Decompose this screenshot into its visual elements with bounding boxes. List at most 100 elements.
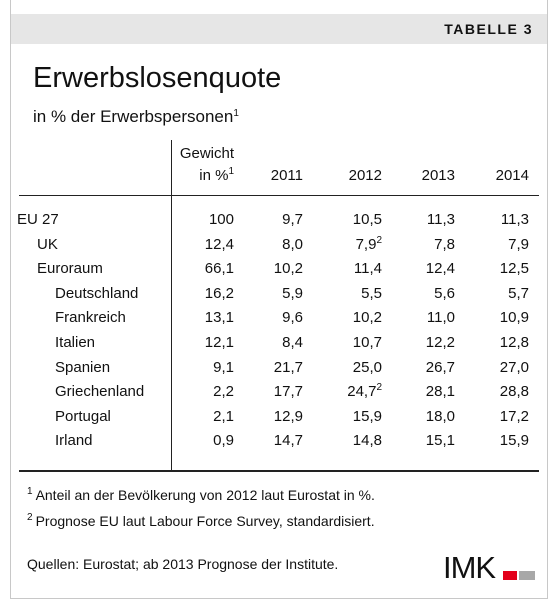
table-cell: 9,1: [213, 359, 234, 376]
table-cell: 15,9: [500, 432, 529, 449]
row-label: Irland: [55, 432, 93, 450]
cell-text: 14,8: [352, 432, 382, 450]
column-header: Gewicht: [179, 145, 234, 162]
row-label: Italien: [55, 334, 96, 351]
table-cell: 16,2: [205, 285, 234, 302]
table-cell: 17,2: [500, 408, 529, 425]
cell-text: 5,9: [282, 284, 303, 302]
cell-text: 10,2: [352, 309, 382, 327]
header-rule: [19, 195, 539, 196]
column-header-text: 2011: [270, 167, 303, 184]
column-header-text: 2012: [348, 167, 382, 184]
column-header: 2011: [271, 167, 303, 184]
row-label: Euroraum: [37, 260, 103, 278]
table-cell: 10,7: [353, 334, 382, 351]
cell-text: 12,1: [204, 334, 234, 351]
cell-text: 12,8: [499, 334, 529, 351]
subtitle: in % der Erwerbspersonen1: [33, 107, 239, 127]
footnote: 2 Prognose EU laut Labour Force Survey, s…: [27, 513, 375, 530]
cell-text: 10,7: [352, 334, 382, 351]
table-cell: 5,6: [434, 285, 455, 302]
cell-text: 9,7: [282, 211, 303, 228]
footnote-ref: 2: [376, 234, 382, 246]
table-cell: 100: [209, 211, 234, 228]
column-header: in %1: [199, 166, 234, 185]
table-cell: 10,5: [353, 211, 382, 228]
row-label: Portugal: [55, 407, 111, 425]
cell-text: 17,7: [273, 383, 303, 401]
cell-text: 9,6: [282, 309, 303, 327]
footnote-mark: 1: [27, 486, 33, 497]
column-header-text: 2013: [421, 167, 455, 184]
table-cell: 12,1: [205, 334, 234, 351]
table-cell: 5,9: [282, 285, 303, 302]
table-cell: 12,4: [205, 236, 234, 253]
cell-text: 28,8: [499, 383, 529, 401]
table-cell: 2,2: [213, 383, 234, 400]
cell-text: 16,2: [204, 284, 234, 302]
table-cell: 8,4: [282, 334, 303, 351]
cell-text: 27,0: [499, 358, 529, 376]
footnote-ref: 1: [228, 166, 234, 177]
table-cell: 10,2: [353, 309, 382, 326]
row-label: Spanien: [55, 358, 111, 376]
cell-text: 2,1: [213, 407, 234, 425]
cell-text: 9,1: [213, 358, 234, 376]
table-cell: 7,9: [508, 236, 529, 253]
table-cell: 14,8: [353, 432, 382, 449]
header-band: [11, 14, 547, 44]
footnote-text: Anteil an der Bevölkerung von 2012 laut …: [35, 487, 375, 503]
cell-text: 17,2: [499, 407, 529, 425]
cell-text: 12,9: [273, 407, 303, 425]
table-cell: 7,8: [434, 236, 455, 253]
table-label: TABELLE 3: [444, 21, 533, 37]
table-cell: 10,9: [500, 309, 529, 326]
cell-text: 5,7: [508, 284, 529, 302]
cell-text: 5,6: [434, 284, 455, 302]
table-cell: 66,1: [205, 260, 234, 277]
column-header-text: in %: [199, 167, 229, 184]
cell-text: 15,1: [425, 432, 455, 450]
cell-text: 10,5: [352, 211, 382, 228]
table-cell: 28,8: [500, 383, 529, 400]
cell-text: 8,4: [282, 334, 303, 351]
table-cell: 17,7: [274, 383, 303, 400]
table-cell: 11,0: [427, 309, 455, 326]
table-cell: 5,5: [361, 285, 382, 302]
table-cell: 12,2: [426, 334, 455, 351]
cell-text: 18,0: [425, 407, 455, 425]
footnote: 1 Anteil an der Bevölkerung von 2012 laut…: [27, 486, 375, 504]
table-cell: 8,0: [282, 236, 303, 253]
footnote-ref: 2: [376, 382, 382, 394]
table-cell: 21,7: [274, 359, 303, 376]
cell-text: 10,9: [499, 309, 529, 327]
logo: IMK: [443, 550, 496, 585]
table-cell: 24,72: [347, 382, 382, 401]
cell-text: 24,7: [347, 383, 377, 401]
cell-text: 25,0: [352, 358, 382, 376]
cell-text: 66,1: [204, 260, 234, 278]
table-cell: 7,92: [356, 234, 382, 253]
cell-text: 11,3: [500, 211, 529, 228]
table-cell: 12,8: [500, 334, 529, 351]
cell-text: 100: [208, 211, 234, 228]
cell-text: 0,9: [213, 432, 234, 450]
cell-text: 11,0: [426, 309, 455, 327]
column-header: 2013: [422, 167, 455, 184]
cell-text: 15,9: [352, 407, 382, 425]
table-cell: 0,9: [213, 432, 234, 449]
subtitle-text: in % der Erwerbspersonen: [33, 107, 234, 126]
row-label: Deutschland: [55, 284, 139, 302]
cell-text: 7,9: [508, 235, 529, 253]
table-cell: 12,9: [274, 408, 303, 425]
cell-text: 13,1: [204, 309, 234, 327]
cell-text: 15,9: [499, 432, 529, 450]
footnote-text: Prognose EU laut Labour Force Survey, st…: [35, 513, 375, 529]
cell-text: 12,5: [499, 260, 529, 278]
cell-text: 28,1: [425, 383, 455, 401]
bottom-rule: [19, 470, 539, 472]
table-cell: 26,7: [426, 359, 455, 376]
logo-gray-block: [519, 571, 535, 580]
row-label: UK: [37, 235, 58, 253]
cell-text: 12,2: [425, 334, 455, 351]
